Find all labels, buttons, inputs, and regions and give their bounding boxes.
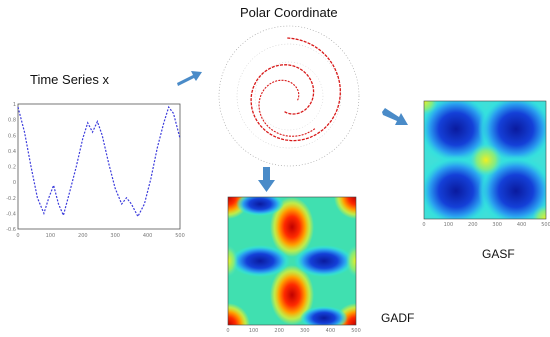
- ts-x-tick-2: 200: [78, 233, 88, 239]
- ts-x-tick-5: 500: [175, 233, 185, 239]
- ts-x-tick-0: 0: [16, 233, 19, 239]
- gasf-x-tick-1: 100: [444, 222, 454, 228]
- ts-y-tick-0: 1: [13, 102, 16, 108]
- gadf-label: GADF: [381, 311, 415, 325]
- ts-y-tick-4: 0.2: [8, 165, 16, 171]
- ts-x-tick-4: 400: [143, 233, 153, 239]
- arrow-to-gadf: [258, 167, 275, 192]
- ts-x-tick-3: 300: [110, 233, 120, 239]
- gasf-frame: [423, 100, 547, 220]
- ts-y-tick-1: 0.8: [8, 118, 16, 124]
- gasf-x-tick-0: 0: [422, 222, 425, 228]
- ts-y-tick-3: 0.4: [8, 149, 16, 155]
- ts-x-tick-1: 100: [46, 233, 56, 239]
- polar-plot: [218, 25, 360, 167]
- time-series-frame: [17, 103, 181, 230]
- arrow-to-polar: [177, 71, 202, 86]
- time-series-label: Time Series x: [30, 72, 109, 87]
- ts-y-tick-5: 0: [13, 180, 16, 186]
- ts-y-tick-6: -0.2: [6, 196, 16, 202]
- polar-inner-ring: [254, 61, 324, 131]
- gadf-x-tick-2: 200: [274, 328, 284, 334]
- time-series-x-ticks: 0 100 200 300 400 500: [16, 233, 184, 239]
- time-series-y-ticks: 1 0.8 0.6 0.4 0.2 0 -0.2 -0.4 -0.6: [6, 102, 16, 233]
- gasf-x-ticks: 0 100 200 300 400 500: [422, 222, 550, 228]
- gasf-plot: 0 100 200 300 400 500: [422, 100, 550, 228]
- ts-y-tick-2: 0.6: [8, 133, 16, 139]
- polar-label: Polar Coordinate: [240, 5, 338, 20]
- polar-curve-inner: [258, 79, 316, 137]
- gadf-frame: [227, 196, 357, 326]
- time-series-plot: 0 100 200 300 400 500 1 0.8 0.6 0.4 0.2 0 -0.2 -0.4 -…: [6, 102, 185, 239]
- arrow-to-gasf: [382, 108, 408, 125]
- gadf-x-ticks: 0 100 200 300 400 500: [226, 328, 360, 334]
- gadf-x-tick-1: 100: [249, 328, 259, 334]
- polar-mid-ring: [236, 43, 342, 149]
- gasf-x-tick-3: 300: [492, 222, 502, 228]
- gadf-plot: 0 100 200 300 400 500: [226, 196, 361, 334]
- gasf-x-tick-2: 200: [468, 222, 478, 228]
- gadf-x-tick-0: 0: [226, 328, 229, 334]
- gasf-x-tick-5: 500: [541, 222, 550, 228]
- gadf-x-tick-3: 300: [300, 328, 310, 334]
- gadf-x-tick-4: 400: [326, 328, 336, 334]
- ts-y-tick-7: -0.4: [6, 211, 16, 217]
- time-series-curve: [17, 105, 181, 218]
- ts-y-tick-8: -0.6: [6, 227, 16, 233]
- polar-outer-ring: [218, 25, 360, 167]
- gasf-x-tick-4: 400: [517, 222, 527, 228]
- polar-curve: [250, 37, 341, 142]
- gadf-x-tick-5: 500: [351, 328, 361, 334]
- gasf-label: GASF: [482, 247, 515, 261]
